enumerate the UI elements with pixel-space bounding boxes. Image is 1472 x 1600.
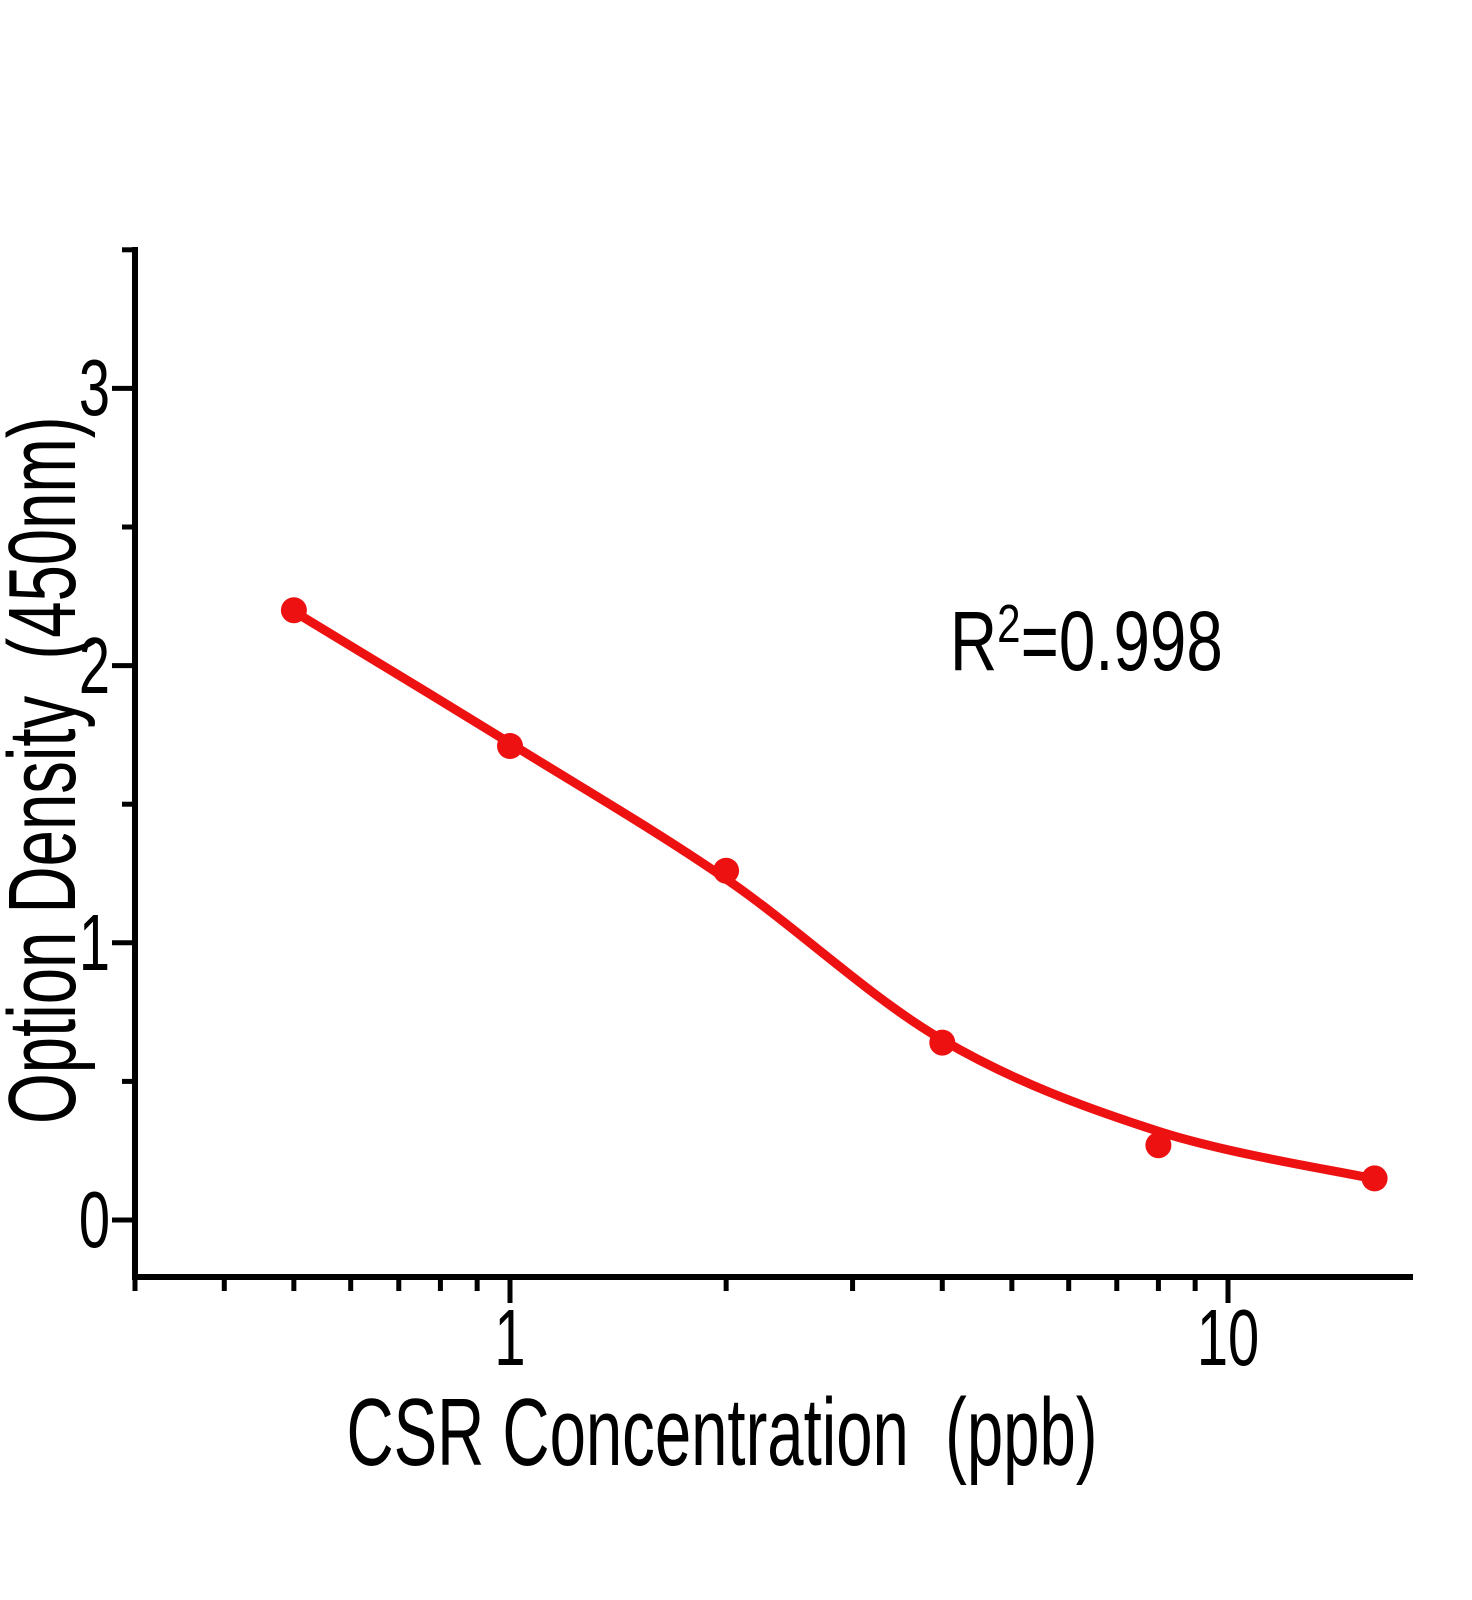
y-tick-label: 0 [78, 1175, 110, 1264]
data-point [1145, 1132, 1172, 1159]
axes [132, 247, 1413, 1280]
x-tick-label: 10 [1196, 1293, 1260, 1382]
r-squared-exponent: 2 [997, 594, 1021, 654]
data-point [1361, 1165, 1388, 1192]
r-squared-value: =0.998 [1020, 594, 1223, 688]
axis-ticks [112, 247, 1231, 1303]
fit-curve-path [289, 607, 1380, 1184]
data-point [713, 857, 740, 884]
fit-curve [289, 607, 1380, 1184]
data-point [929, 1029, 956, 1056]
x-axis-title: CSR Concentration (ppb) [346, 1379, 1098, 1486]
y-tick-label: 3 [78, 343, 110, 433]
data-points [280, 597, 1388, 1192]
y-tick-label: 2 [78, 620, 110, 710]
r-squared-base: R [949, 594, 998, 688]
data-point [280, 597, 307, 624]
r-squared-annotation: R2=0.998 [877, 506, 1223, 787]
data-point [497, 733, 523, 759]
y-tick-label: 1 [78, 897, 110, 987]
x-tick-label: 1 [494, 1293, 526, 1382]
y-axis-title: Option Density (450nm) [0, 416, 96, 1124]
